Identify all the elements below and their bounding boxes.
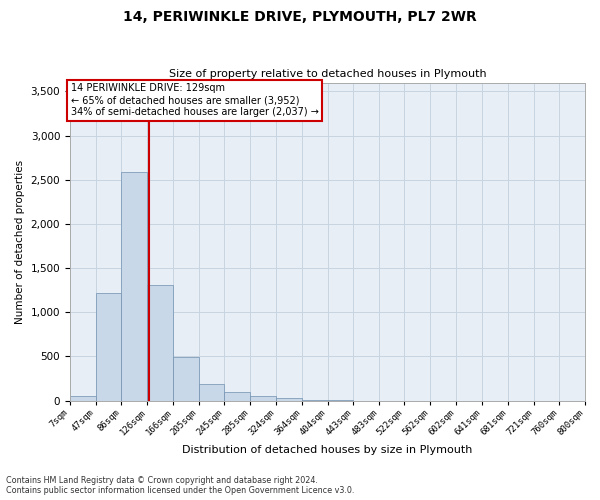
X-axis label: Distribution of detached houses by size in Plymouth: Distribution of detached houses by size …	[182, 445, 473, 455]
Bar	[224, 392, 250, 400]
Text: Contains HM Land Registry data © Crown copyright and database right 2024.
Contai: Contains HM Land Registry data © Crown c…	[6, 476, 355, 495]
Bar	[147, 285, 173, 401]
Text: 14, PERIWINKLE DRIVE, PLYMOUTH, PL7 2WR: 14, PERIWINKLE DRIVE, PLYMOUTH, PL7 2WR	[123, 10, 477, 24]
Bar	[173, 358, 199, 401]
Bar	[70, 396, 96, 400]
Bar	[199, 384, 224, 400]
Bar	[121, 172, 147, 400]
Text: 14 PERIWINKLE DRIVE: 129sqm
← 65% of detached houses are smaller (3,952)
34% of : 14 PERIWINKLE DRIVE: 129sqm ← 65% of det…	[71, 84, 319, 116]
Y-axis label: Number of detached properties: Number of detached properties	[15, 160, 25, 324]
Title: Size of property relative to detached houses in Plymouth: Size of property relative to detached ho…	[169, 69, 486, 79]
Bar	[96, 293, 121, 401]
Bar	[250, 396, 276, 400]
Bar	[276, 398, 302, 400]
